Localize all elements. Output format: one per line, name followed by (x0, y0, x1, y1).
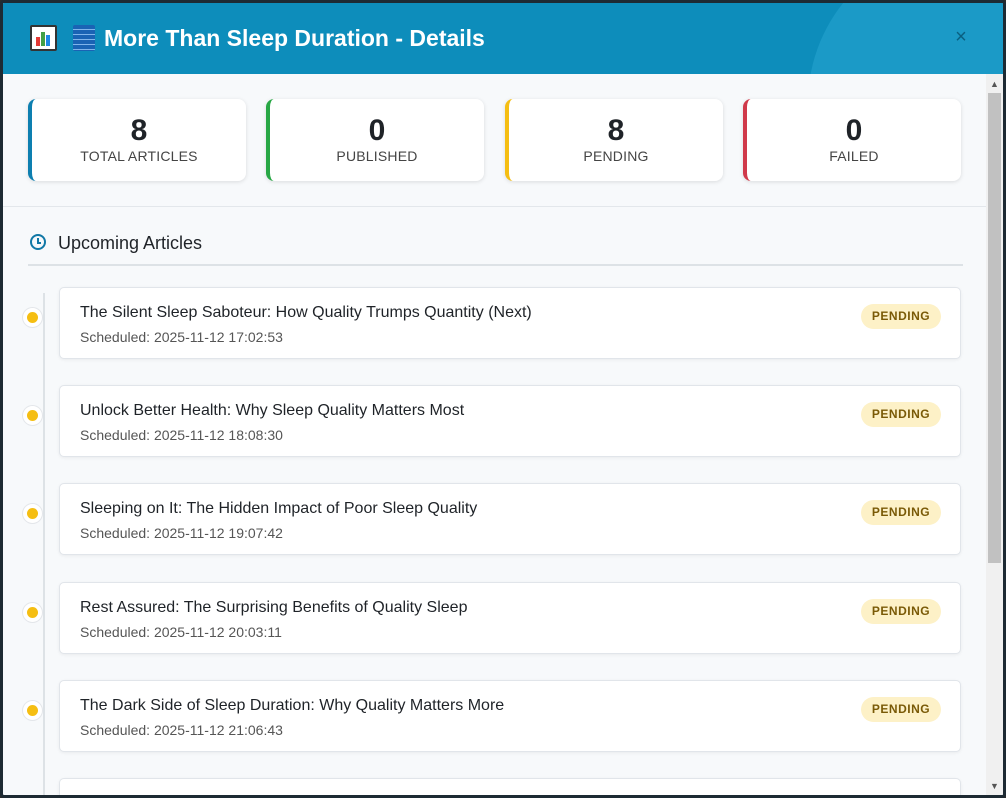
stat-label: PUBLISHED (336, 148, 418, 164)
article-card[interactable]: Unlock Better Health: Why Sleep Quality … (59, 385, 961, 457)
article-card[interactable]: Rest Assured: The Surprising Benefits of… (59, 582, 961, 654)
status-badge: PENDING (861, 599, 941, 624)
stat-published: 0 PUBLISHED (266, 99, 484, 181)
stat-label: FAILED (829, 148, 879, 164)
stat-label: TOTAL ARTICLES (80, 148, 198, 164)
stat-value: 8 (607, 114, 625, 147)
stat-label: PENDING (583, 148, 649, 164)
stat-value: 0 (368, 114, 386, 147)
article-scheduled-time: Scheduled: 2025-11-12 19:07:42 (80, 525, 283, 541)
scrollbar-thumb[interactable] (988, 93, 1001, 563)
bar-chart-icon (30, 25, 57, 51)
status-badge: PENDING (861, 500, 941, 525)
stats-row: 8 TOTAL ARTICLES 0 PUBLISHED 8 PENDING 0… (28, 99, 963, 184)
stat-value: 0 (845, 114, 863, 147)
stat-total-articles: 8 TOTAL ARTICLES (28, 99, 246, 181)
divider (3, 206, 986, 207)
section-divider (28, 264, 963, 266)
article-scheduled-time: Scheduled: 2025-11-12 18:08:30 (80, 427, 283, 443)
status-badge: PENDING (861, 697, 941, 722)
timeline-dot-pending (23, 406, 42, 425)
scroll-down-arrow-icon[interactable]: ▼ (990, 781, 999, 791)
timeline-dot-pending (23, 603, 42, 622)
clock-icon (30, 234, 46, 250)
timeline-dot-pending (23, 701, 42, 720)
article-scheduled-time: Scheduled: 2025-11-12 20:03:11 (80, 624, 282, 640)
article-card[interactable]: Sleeping on It: The Hidden Impact of Poo… (59, 483, 961, 555)
article-card[interactable]: The Dark Side of Sleep Duration: Why Qua… (59, 680, 961, 752)
article-title: The Silent Sleep Saboteur: How Quality T… (80, 304, 532, 321)
timeline-line (43, 293, 45, 795)
article-card[interactable]: The Silent Sleep Saboteur: How Quality T… (59, 287, 961, 359)
stat-value: 8 (130, 114, 148, 147)
scroll-up-arrow-icon[interactable]: ▲ (990, 79, 999, 89)
close-icon[interactable]: × (955, 26, 967, 48)
list-icon (73, 25, 95, 51)
stat-pending: 8 PENDING (505, 99, 723, 181)
article-card[interactable] (59, 778, 961, 795)
status-badge: PENDING (861, 304, 941, 329)
section-title: Upcoming Articles (58, 233, 203, 253)
article-title: Rest Assured: The Surprising Benefits of… (80, 599, 468, 616)
stat-failed: 0 FAILED (743, 99, 961, 181)
timeline-dot-pending (23, 308, 42, 327)
modal-title: More Than Sleep Duration - Details (104, 25, 485, 51)
article-scheduled-time: Scheduled: 2025-11-12 21:06:43 (80, 722, 283, 738)
vertical-scrollbar[interactable]: ▲ ▼ (986, 74, 1003, 795)
article-title: Unlock Better Health: Why Sleep Quality … (80, 402, 465, 419)
article-title: Sleeping on It: The Hidden Impact of Poo… (80, 500, 478, 517)
header-decoration (808, 3, 1003, 74)
timeline-dot-pending (23, 504, 42, 523)
status-badge: PENDING (861, 402, 941, 427)
article-scheduled-time: Scheduled: 2025-11-12 17:02:53 (80, 329, 283, 345)
modal-header: More Than Sleep Duration - Details × (3, 3, 1003, 74)
article-title: The Dark Side of Sleep Duration: Why Qua… (80, 697, 505, 714)
